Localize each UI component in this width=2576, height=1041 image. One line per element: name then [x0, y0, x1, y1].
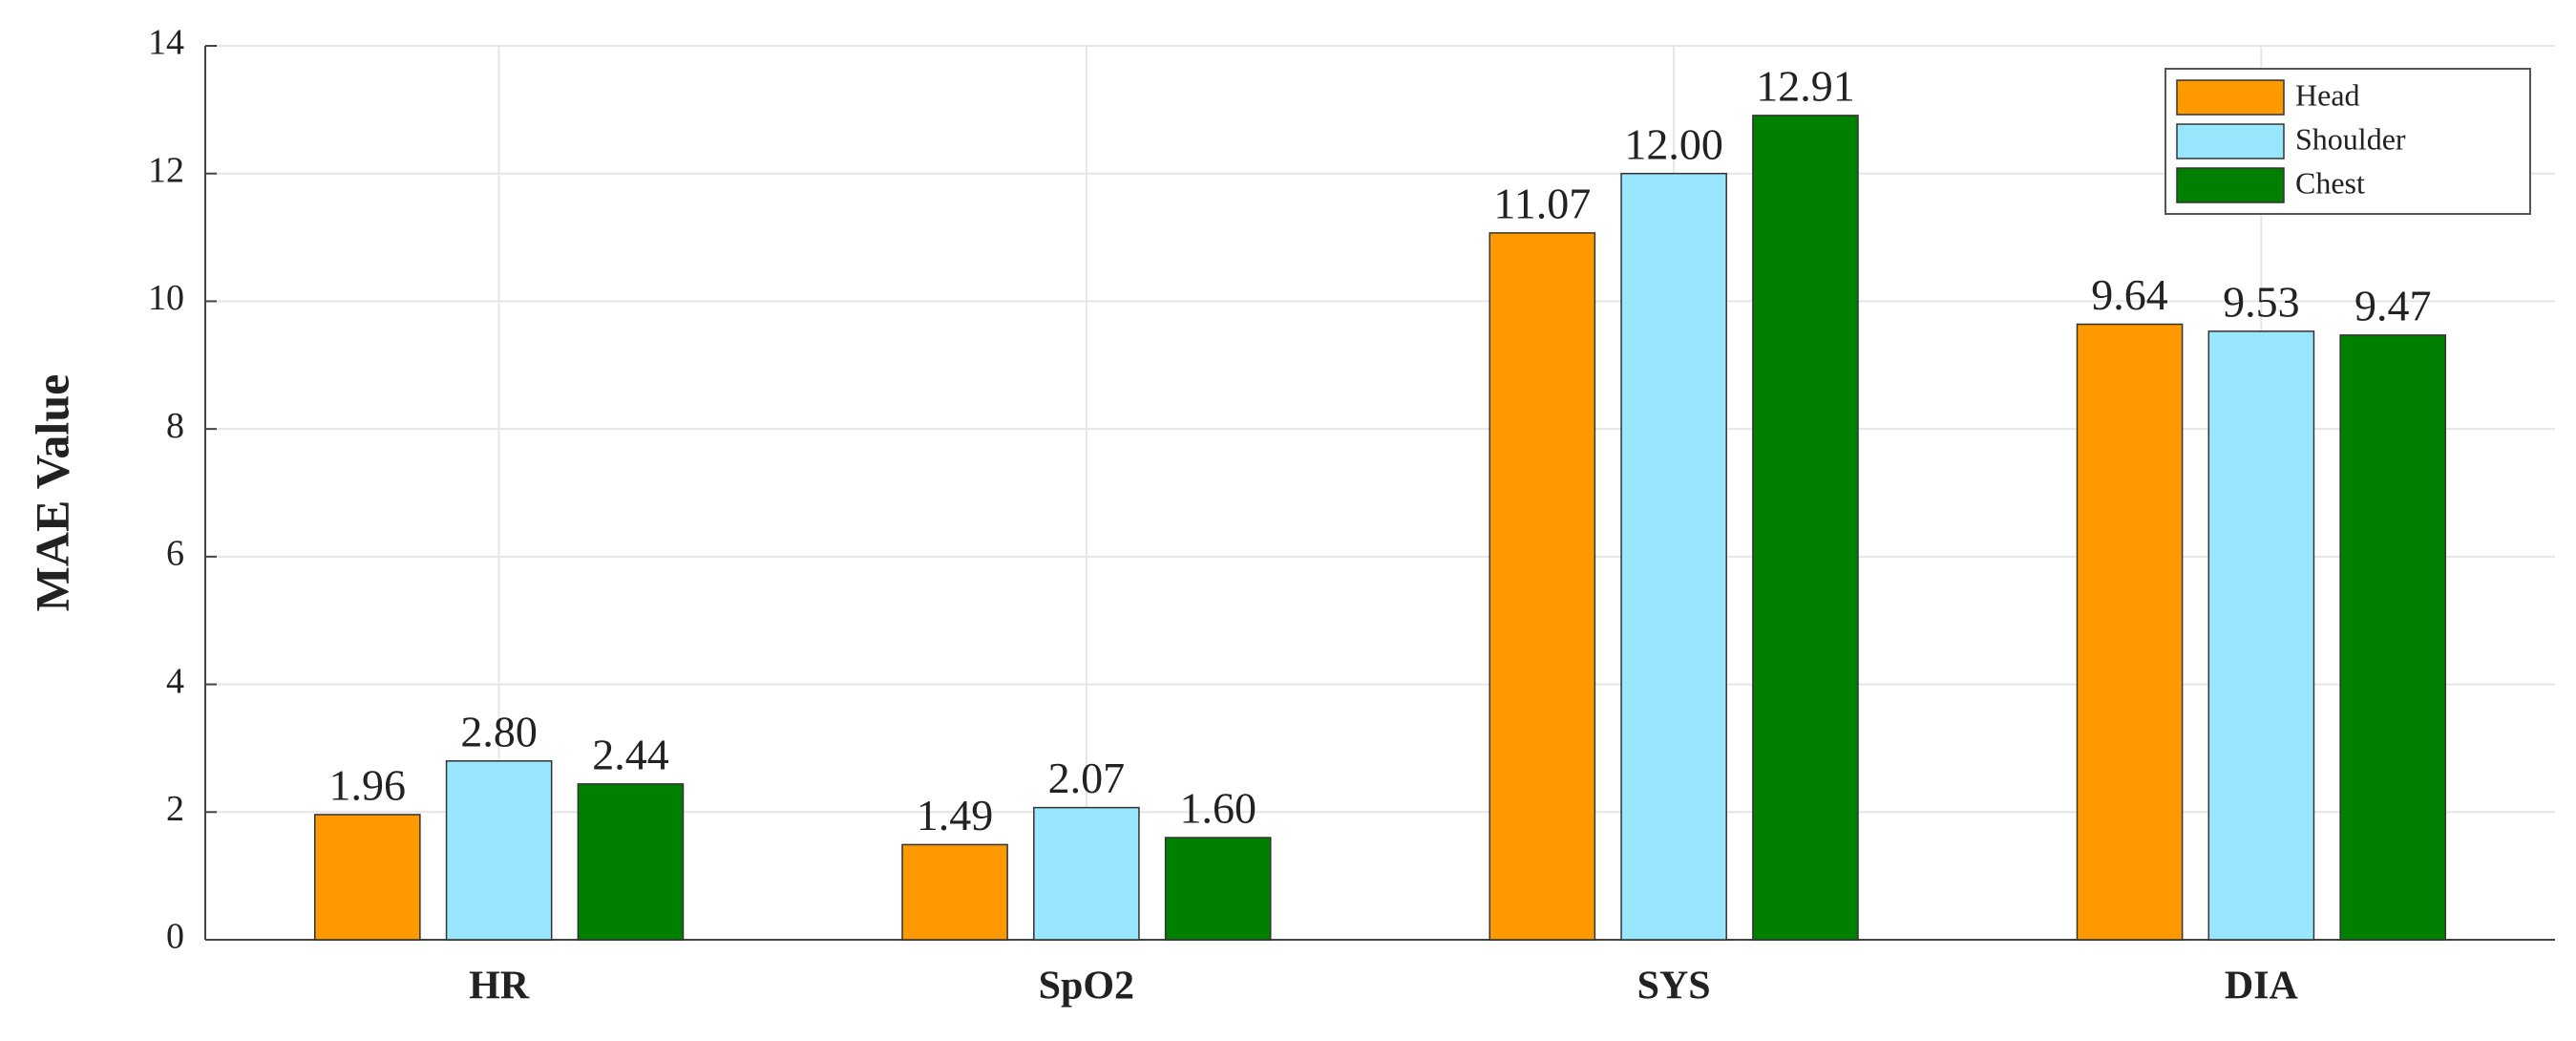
bar [1489, 232, 1596, 941]
value-label: 12.91 [1756, 61, 1855, 110]
legend-label: Chest [2295, 165, 2365, 200]
value-label: 1.49 [917, 791, 994, 839]
bar [445, 760, 553, 941]
legend-swatch [2176, 79, 2285, 116]
y-tick-label: 4 [166, 661, 184, 701]
bar [1164, 837, 1272, 941]
bar [577, 783, 685, 941]
bar [1620, 172, 1727, 941]
y-axis-label: MAE Value [25, 374, 78, 612]
y-tick-label: 0 [166, 917, 184, 957]
value-label: 11.07 [1493, 179, 1591, 227]
legend-swatch [2176, 167, 2285, 203]
y-tick-label: 12 [148, 150, 184, 190]
bar [313, 814, 421, 941]
legend-label: Shoulder [2295, 121, 2406, 156]
bar [2339, 334, 2447, 941]
x-tick-label: DIA [2225, 965, 2299, 1009]
y-tick-label: 6 [166, 534, 184, 574]
y-tick-label: 8 [166, 406, 184, 446]
value-label: 2.44 [592, 730, 669, 778]
y-tick-label: 2 [166, 789, 184, 829]
y-tick-label: 10 [148, 278, 184, 318]
x-tick-label: SYS [1637, 965, 1711, 1009]
x-tick-label: SpO2 [1039, 965, 1134, 1009]
legend-label: Head [2295, 77, 2360, 112]
value-label: 9.53 [2223, 277, 2300, 326]
legend-swatch [2176, 123, 2285, 159]
value-label: 1.96 [329, 761, 407, 810]
bar [2076, 323, 2184, 941]
bar [1033, 806, 1140, 941]
value-label: 9.64 [2091, 270, 2168, 319]
value-label: 12.00 [1624, 119, 1723, 168]
bar [1752, 115, 1859, 941]
value-label: 2.07 [1048, 754, 1126, 802]
value-label: 1.60 [1179, 784, 1256, 833]
x-tick-label: HR [469, 965, 530, 1009]
y-tick-label: 14 [148, 23, 184, 63]
value-label: 2.80 [460, 707, 538, 755]
bar [901, 843, 1008, 941]
value-label: 9.47 [2354, 281, 2432, 329]
bar [2207, 330, 2315, 941]
